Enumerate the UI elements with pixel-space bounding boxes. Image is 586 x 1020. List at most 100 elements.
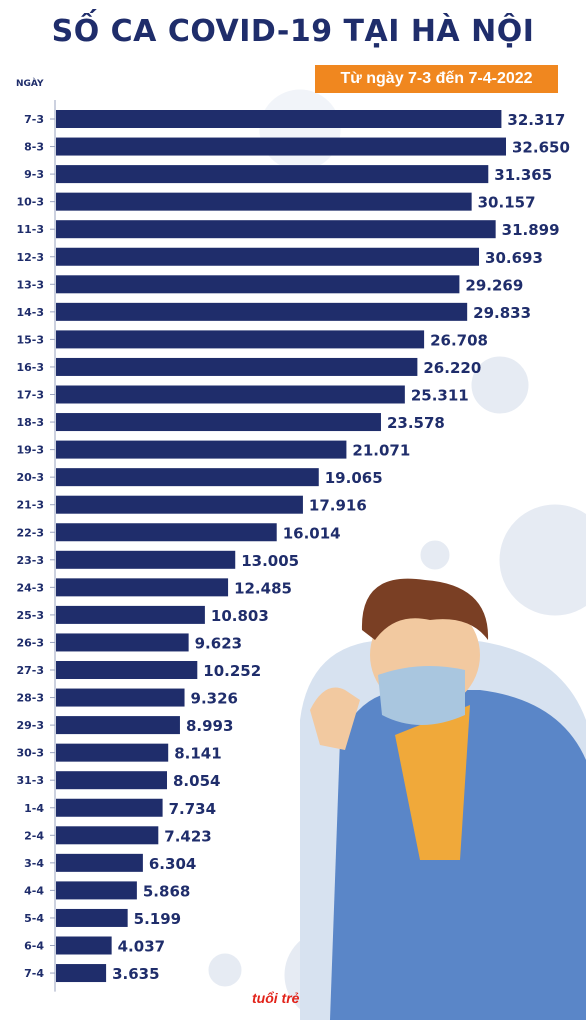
value-label: 8.993: [186, 717, 233, 735]
category-label: 23-3: [16, 554, 44, 567]
category-label: 2-4: [24, 829, 44, 842]
bar: [56, 385, 405, 404]
bar: [56, 826, 159, 845]
bar: [56, 881, 137, 900]
category-label: 18-3: [16, 416, 44, 429]
bar: [56, 275, 460, 294]
value-label: 13.005: [241, 552, 299, 570]
bar: [56, 853, 143, 872]
value-label: 30.693: [485, 249, 543, 267]
bar: [56, 661, 198, 679]
category-label: 28-3: [16, 692, 44, 705]
category-label: 12-3: [16, 251, 44, 264]
category-label: 14-3: [16, 306, 44, 319]
bar: [56, 330, 425, 349]
value-label: 8.141: [174, 745, 221, 763]
value-label: 21.071: [352, 442, 410, 460]
category-label: 10-3: [16, 196, 44, 209]
category-label: 9-3: [24, 168, 44, 181]
bar: [56, 798, 163, 817]
value-label: 6.304: [149, 855, 196, 873]
category-label: 8-3: [24, 141, 44, 154]
category-label: 21-3: [16, 499, 44, 512]
category-label: 17-3: [16, 389, 44, 402]
value-label: 3.635: [112, 965, 159, 983]
category-label: 24-3: [16, 581, 44, 594]
date-range-badge: Từ ngày 7-3 đến 7-4-2022: [315, 65, 558, 93]
category-label: 15-3: [16, 333, 44, 346]
value-label: 5.868: [143, 882, 190, 900]
category-label: 11-3: [16, 223, 44, 236]
value-label: 32.317: [507, 111, 565, 129]
value-label: 4.037: [118, 938, 165, 956]
bar: [56, 743, 169, 762]
bar: [56, 220, 496, 239]
value-label: 23.578: [387, 414, 445, 432]
bar: [56, 550, 236, 569]
virus-icon: [208, 953, 242, 987]
bar: [56, 302, 468, 321]
category-label: 19-3: [16, 444, 44, 457]
value-label: 10.803: [211, 607, 269, 625]
category-label: 6-4: [24, 940, 44, 953]
category-label: 13-3: [16, 278, 44, 291]
bar: [56, 110, 502, 128]
value-label: 7.734: [169, 800, 216, 818]
virus-icon: [420, 540, 450, 570]
virus-icon: [471, 356, 529, 414]
value-label: 19.065: [325, 469, 383, 487]
category-label: 7-3: [24, 113, 44, 126]
bar: [56, 605, 205, 624]
bar: [56, 633, 189, 652]
category-label: 27-3: [16, 664, 44, 677]
category-label: 31-3: [16, 774, 44, 787]
bar: [56, 357, 418, 376]
value-label: 17.916: [309, 497, 367, 515]
value-label: 29.269: [465, 276, 523, 294]
bar: [56, 165, 489, 184]
value-label: 8.054: [173, 772, 220, 790]
value-label: 31.899: [502, 221, 560, 239]
bar: [56, 247, 480, 266]
category-label: 20-3: [16, 471, 44, 484]
bar: [56, 523, 277, 542]
bar: [56, 137, 506, 156]
category-label: 5-4: [24, 912, 44, 925]
value-label: 9.623: [195, 634, 242, 652]
value-label: 26.220: [423, 359, 481, 377]
value-label: 25.311: [411, 387, 469, 405]
category-label: 29-3: [16, 719, 44, 732]
person-illustration: [300, 578, 586, 1020]
bar: [56, 578, 229, 597]
category-label: 7-4: [24, 967, 44, 980]
bar: [56, 468, 319, 487]
category-label: 1-4: [24, 802, 44, 815]
bar: [56, 495, 303, 514]
category-label: 3-4: [24, 857, 44, 870]
category-label: 30-3: [16, 747, 44, 760]
category-label: 25-3: [16, 609, 44, 622]
value-label: 31.365: [494, 166, 552, 184]
category-label: 4-4: [24, 884, 44, 897]
value-label: 32.650: [512, 139, 570, 157]
bar: [56, 192, 472, 211]
category-label: 22-3: [16, 526, 44, 539]
tuoi-tre-logo: tuổi trẻ: [252, 990, 300, 1006]
value-label: 9.326: [191, 690, 238, 708]
category-label: 16-3: [16, 361, 44, 374]
bar: [56, 413, 381, 432]
bar: [56, 716, 180, 735]
category-label: 26-3: [16, 636, 44, 649]
page-title: SỐ CA COVID-19 TẠI HÀ NỘI: [51, 14, 535, 49]
bar: [56, 964, 107, 983]
value-label: 12.485: [234, 579, 292, 597]
bar: [56, 936, 112, 955]
value-label: 16.014: [283, 524, 341, 542]
value-label: 30.157: [478, 194, 536, 212]
value-label: 26.708: [430, 331, 488, 349]
bar: [56, 688, 185, 707]
bar: [56, 908, 128, 927]
bar: [56, 771, 168, 790]
bar: [56, 440, 347, 459]
